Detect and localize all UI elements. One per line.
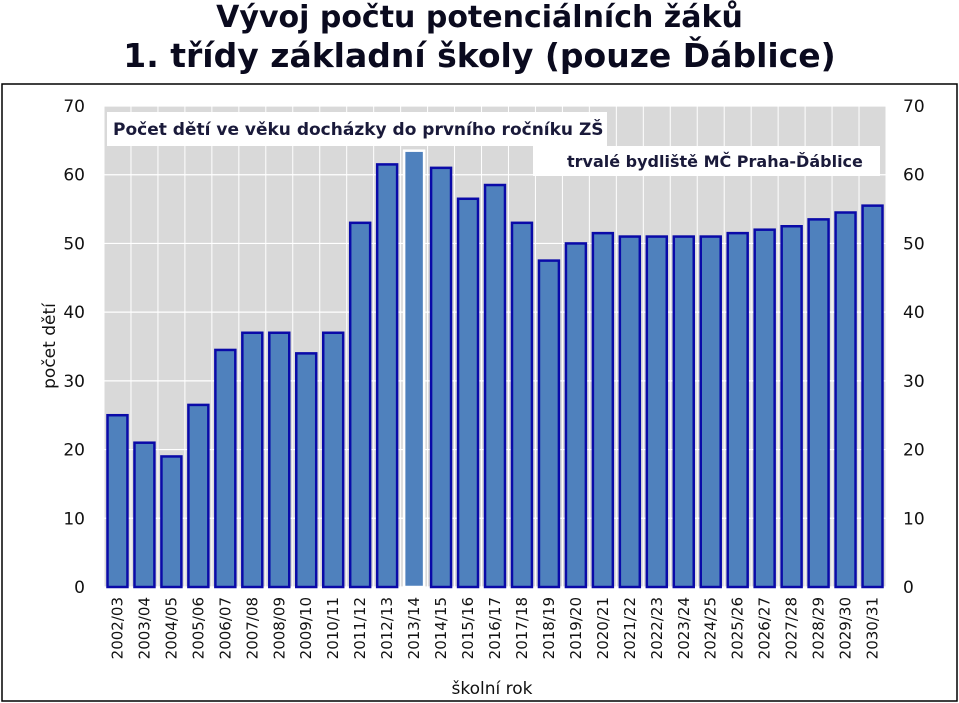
y-tick-label-right: 0 (903, 578, 914, 598)
x-tick-label: 2018/19 (540, 597, 558, 659)
x-tick-label: 2010/11 (324, 597, 342, 659)
x-tick-label: 2014/15 (432, 597, 450, 659)
x-tick-label: 2009/10 (297, 597, 315, 659)
x-tick-label: 2011/12 (351, 597, 369, 659)
x-tick-label: 2028/29 (810, 597, 828, 659)
x-tick-label: 2013/14 (405, 597, 423, 659)
bar (645, 235, 669, 589)
page-title-line-2: 1. třídy základní školy (pouze Ďáblice) (123, 36, 836, 75)
bar (160, 455, 183, 589)
bar (672, 235, 695, 589)
bars (106, 149, 884, 589)
x-tick-label: 2030/31 (864, 597, 882, 659)
bar (618, 235, 642, 589)
bar (564, 242, 588, 589)
bar (321, 331, 345, 589)
chart-title: Počet dětí ve věku docházky do prvního r… (113, 118, 604, 140)
y-tick-label-left: 60 (63, 166, 85, 186)
y-axis-label: počet dětí (40, 302, 60, 389)
y-tick-label-right: 40 (903, 303, 925, 323)
y-tick-label-right: 70 (903, 97, 925, 117)
y-tick-label-right: 10 (903, 509, 925, 529)
y-tick-label-left: 30 (63, 372, 85, 392)
chart-title-box (107, 112, 607, 146)
y-tick-label-left: 70 (63, 97, 85, 117)
y-tick-label-left: 50 (63, 234, 85, 254)
y-tick-label-right: 50 (903, 234, 925, 254)
bar (375, 163, 399, 589)
y-axis-right: 0 10 20 30 40 50 60 70 (903, 97, 925, 598)
x-tick-label: 2008/09 (270, 597, 288, 659)
bar (348, 221, 372, 589)
x-tick-label: 2004/05 (162, 597, 180, 659)
bar (726, 231, 749, 589)
x-tick-label: 2002/03 (108, 597, 126, 659)
x-tick-label: 2015/16 (459, 597, 477, 659)
x-tick-label: 2025/26 (729, 597, 747, 659)
bar (214, 348, 237, 589)
bar (295, 352, 318, 589)
bar (429, 166, 453, 589)
x-tick-label: 2026/27 (756, 597, 774, 659)
x-tick-label: 2019/20 (567, 597, 585, 659)
bar (699, 235, 722, 589)
x-tick-label: 2029/30 (837, 597, 855, 659)
bar (753, 228, 776, 589)
bar (807, 218, 830, 589)
y-tick-label-left: 0 (74, 578, 85, 598)
bar (133, 441, 156, 589)
bar (861, 204, 884, 589)
chart-annotation: trvalé bydliště MČ Praha-Ďáblice (567, 152, 863, 171)
x-tick-label: 2005/06 (189, 597, 207, 659)
y-tick-label-left: 20 (63, 441, 85, 461)
x-tick-label: 2007/08 (243, 597, 261, 659)
page-title-line-1: Vývoj počtu potenciálních žáků (216, 0, 743, 35)
y-tick-label-right: 30 (903, 372, 925, 392)
x-tick-label: 2016/17 (486, 597, 504, 659)
y-axis-left: 0 10 20 30 40 50 60 70 (63, 97, 85, 598)
x-axis-label: školní rok (452, 679, 533, 699)
bar (187, 403, 210, 589)
bar (537, 259, 561, 589)
bar-highlighted (402, 149, 426, 589)
x-tick-label: 2020/21 (594, 597, 612, 659)
x-axis: 2002/03 2003/04 2004/05 2005/06 2006/07 2007/… (108, 597, 881, 659)
x-tick-label: 2006/07 (216, 597, 234, 659)
bar (780, 225, 803, 589)
y-tick-label-left: 10 (63, 509, 85, 529)
bar (483, 183, 507, 589)
bar (106, 413, 129, 589)
x-tick-label: 2024/25 (702, 597, 720, 659)
x-tick-label: 2021/22 (621, 597, 639, 659)
y-tick-label-right: 60 (903, 166, 925, 186)
y-tick-label-right: 20 (903, 441, 925, 461)
x-tick-label: 2022/23 (648, 597, 666, 659)
x-tick-label: 2027/28 (783, 597, 801, 659)
x-tick-label: 2012/13 (378, 597, 396, 659)
x-tick-label: 2017/18 (513, 597, 531, 659)
x-tick-label: 2023/24 (675, 597, 693, 659)
bar (591, 231, 615, 589)
bar (456, 197, 480, 589)
bar (834, 211, 857, 589)
bar (268, 331, 291, 589)
bar (241, 331, 264, 589)
y-tick-label-left: 40 (63, 303, 85, 323)
annotation-box (533, 146, 880, 176)
bar (510, 221, 534, 589)
x-tick-label: 2003/04 (135, 597, 153, 659)
